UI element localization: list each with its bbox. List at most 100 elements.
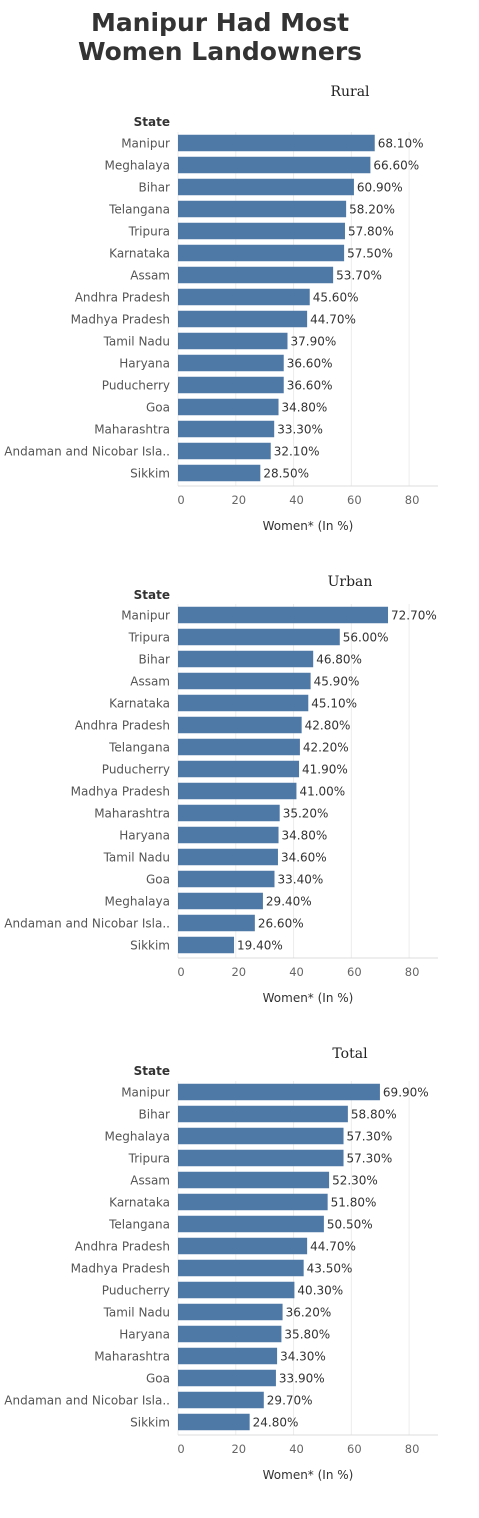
- category-label: Maharashtra: [94, 423, 170, 437]
- category-label: Andhra Pradesh: [75, 1240, 170, 1254]
- bar-sikkim[interactable]: [178, 464, 261, 482]
- bar-row-andaman-and-nicobar-isla: Andaman and Nicobar Isla.. 26.60%: [4, 914, 304, 932]
- bar-row-manipur: Manipur 68.10%: [121, 134, 423, 152]
- bar-karnataka[interactable]: [178, 694, 309, 712]
- bar-telangana[interactable]: [178, 200, 347, 218]
- bar-goa[interactable]: [178, 1369, 276, 1387]
- category-label: Assam: [130, 269, 170, 283]
- x-tick-label-0: 0: [177, 1442, 184, 1456]
- bar-haryana[interactable]: [178, 354, 284, 372]
- category-label: Assam: [130, 675, 170, 689]
- category-label: Meghalaya: [105, 159, 170, 173]
- bar-manipur[interactable]: [178, 1083, 380, 1101]
- bar-row-sikkim: Sikkim 24.80%: [130, 1413, 299, 1431]
- bar-karnataka[interactable]: [178, 1193, 328, 1211]
- bar-row-madhya-pradesh: Madhya Pradesh 41.00%: [71, 782, 345, 800]
- category-label: Manipur: [121, 137, 170, 151]
- bar-andaman-and-nicobar-isla[interactable]: [178, 914, 255, 932]
- x-tick-label-80: 80: [405, 1442, 420, 1456]
- value-label: 28.50%: [263, 467, 309, 481]
- bar-row-bihar: Bihar 46.80%: [139, 650, 362, 668]
- value-label: 24.80%: [253, 1416, 299, 1430]
- bar-bihar[interactable]: [178, 178, 354, 196]
- bar-assam[interactable]: [178, 672, 311, 690]
- bar-andaman-and-nicobar-isla[interactable]: [178, 1391, 264, 1409]
- category-label: Tripura: [128, 1152, 170, 1166]
- bar-maharashtra[interactable]: [178, 420, 275, 438]
- bar-tripura[interactable]: [178, 222, 345, 240]
- category-label: Tamil Nadu: [103, 1306, 170, 1320]
- value-label: 72.70%: [391, 609, 437, 623]
- x-tick-label-40: 40: [289, 1442, 304, 1456]
- value-label: 33.90%: [279, 1372, 325, 1386]
- bar-puducherry[interactable]: [178, 1281, 295, 1299]
- category-label: Goa: [146, 1372, 170, 1386]
- bar-meghalaya[interactable]: [178, 156, 371, 174]
- category-label: Madhya Pradesh: [71, 785, 170, 799]
- bar-puducherry[interactable]: [178, 376, 284, 394]
- value-label: 44.70%: [310, 313, 356, 327]
- bar-tamil-nadu[interactable]: [178, 332, 288, 350]
- bar-tamil-nadu[interactable]: [178, 1303, 283, 1321]
- bar-row-telangana: Telangana 42.20%: [108, 738, 349, 756]
- bar-maharashtra[interactable]: [178, 804, 280, 822]
- bar-andhra-pradesh[interactable]: [178, 716, 302, 734]
- bar-tripura[interactable]: [178, 628, 340, 646]
- x-tick-label-60: 60: [347, 965, 362, 979]
- value-label: 57.30%: [347, 1130, 393, 1144]
- panel-title: Total: [332, 1046, 368, 1062]
- bar-row-tripura: Tripura 57.80%: [128, 222, 394, 240]
- bar-row-karnataka: Karnataka 51.80%: [109, 1193, 376, 1211]
- bar-row-puducherry: Puducherry 36.60%: [102, 376, 332, 394]
- bar-assam[interactable]: [178, 266, 334, 284]
- bar-goa[interactable]: [178, 870, 275, 888]
- bar-meghalaya[interactable]: [178, 1127, 344, 1145]
- bar-manipur[interactable]: [178, 134, 375, 152]
- bar-tamil-nadu[interactable]: [178, 848, 278, 866]
- category-label: Tripura: [128, 225, 170, 239]
- category-label: Tamil Nadu: [103, 335, 170, 349]
- bar-tripura[interactable]: [178, 1149, 344, 1167]
- category-label: Manipur: [121, 609, 170, 623]
- bar-haryana[interactable]: [178, 826, 279, 844]
- bar-row-karnataka: Karnataka 45.10%: [109, 694, 357, 712]
- bar-andhra-pradesh[interactable]: [178, 1237, 308, 1255]
- bar-row-telangana: Telangana 50.50%: [108, 1215, 373, 1233]
- bar-telangana[interactable]: [178, 738, 300, 756]
- x-axis-title: Women* (In %): [263, 991, 354, 1005]
- bar-bihar[interactable]: [178, 1105, 348, 1123]
- bar-meghalaya[interactable]: [178, 892, 263, 910]
- bar-andaman-and-nicobar-isla[interactable]: [178, 442, 271, 460]
- value-label: 45.10%: [311, 697, 357, 711]
- bar-madhya-pradesh[interactable]: [178, 782, 297, 800]
- category-label: Bihar: [139, 1108, 171, 1122]
- bar-row-andhra-pradesh: Andhra Pradesh 42.80%: [75, 716, 350, 734]
- value-label: 32.10%: [274, 445, 320, 459]
- bar-madhya-pradesh[interactable]: [178, 1259, 304, 1277]
- value-label: 53.70%: [336, 269, 382, 283]
- bar-puducherry[interactable]: [178, 760, 300, 778]
- bar-maharashtra[interactable]: [178, 1347, 278, 1365]
- bar-row-bihar: Bihar 58.80%: [139, 1105, 397, 1123]
- bar-telangana[interactable]: [178, 1215, 324, 1233]
- category-label: Andaman and Nicobar Isla..: [4, 1394, 170, 1408]
- bar-goa[interactable]: [178, 398, 279, 416]
- category-label: Karnataka: [109, 247, 170, 261]
- category-label: Andaman and Nicobar Isla..: [4, 917, 170, 931]
- urban-bar-chart: Urban State Manipur 72.70% Tripura 56.00% Biha…: [4, 574, 438, 1005]
- bar-karnataka[interactable]: [178, 244, 345, 262]
- bar-assam[interactable]: [178, 1171, 330, 1189]
- bar-andhra-pradesh[interactable]: [178, 288, 310, 306]
- bar-bihar[interactable]: [178, 650, 314, 668]
- value-label: 33.40%: [277, 873, 323, 887]
- category-label: Maharashtra: [94, 807, 170, 821]
- bar-madhya-pradesh[interactable]: [178, 310, 308, 328]
- value-label: 69.90%: [383, 1086, 429, 1100]
- bar-manipur[interactable]: [178, 606, 389, 624]
- bar-sikkim[interactable]: [178, 936, 235, 954]
- bar-row-manipur: Manipur 72.70%: [121, 606, 437, 624]
- bar-row-tamil-nadu: Tamil Nadu 37.90%: [103, 332, 336, 350]
- x-tick-label-40: 40: [289, 493, 304, 507]
- bar-sikkim[interactable]: [178, 1413, 250, 1431]
- bar-haryana[interactable]: [178, 1325, 282, 1343]
